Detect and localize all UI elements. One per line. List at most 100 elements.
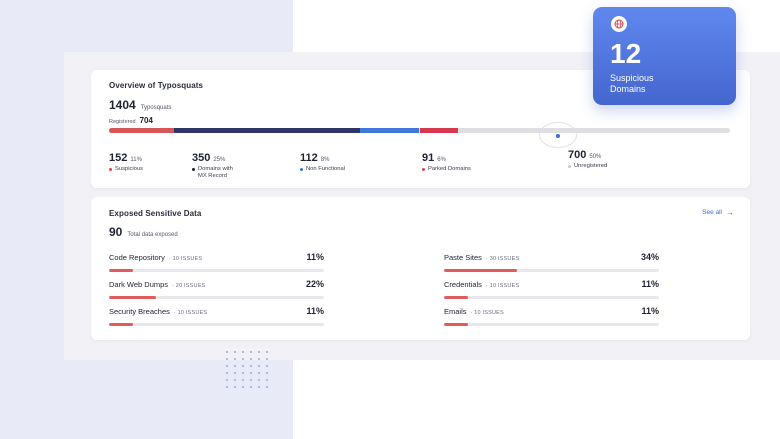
issue-progress-fill [109,296,157,299]
issue-percent: 34% [640,252,659,262]
grid-dot [242,365,244,367]
segment-parked [419,128,458,133]
issue-percent: 22% [305,279,324,289]
grid-dot [242,351,244,353]
exposed-total: 90 Total data exposed [109,225,178,239]
grid-dot [258,379,260,381]
issue-progress-track [444,296,659,299]
stat-mx-record: 350 25% Domains with MX Record [192,152,233,180]
issue-name: Code Repository [109,253,165,262]
issue-count: · 10 ISSUES [173,310,208,316]
grid-dot [242,358,244,360]
see-all-link[interactable]: See all → [702,207,734,217]
grid-dot [266,386,268,388]
issue-name: Credentials [444,280,482,289]
grid-dot [266,358,268,360]
stat-label: Unregistered [574,163,608,169]
grid-dot [226,386,228,388]
registered-label: Registered [109,119,136,125]
stat-non-functional: 112 8% Non Functional [300,152,345,173]
registered-value: 704 [139,116,153,125]
grid-dot [266,379,268,381]
issue-emails[interactable]: Emails · 10 ISSUES 11% [444,301,659,326]
grid-dot [226,351,228,353]
grid-dot [234,386,236,388]
status-dot [568,165,571,168]
grid-dot [234,372,236,374]
stat-number: 700 [568,149,587,161]
stat-percent: 8% [320,157,330,163]
stat-percent: 11% [130,157,142,163]
issue-count: · 20 ISSUES [172,283,206,289]
issue-paste-sites[interactable]: Paste Sites · 30 ISSUES 34% [444,247,659,272]
see-all-label: See all [702,209,722,216]
stat-number: 152 [109,152,128,164]
suspicious-domains-count: 12 [610,38,642,69]
status-dot [422,168,425,171]
issue-progress-track [109,323,324,326]
issue-name: Emails [444,307,467,316]
grid-dot [242,386,244,388]
segment-suspicious [109,128,175,133]
decorative-dot-grid [226,351,269,388]
typosquats-card: Overview of Typosquats 1404 Typosquats R… [91,70,750,188]
globe-icon [611,16,627,32]
issue-count: · 10 ISSUES [485,283,520,289]
grid-dot [258,372,260,374]
grid-dot [226,372,228,374]
issue-name: Security Breaches [109,307,170,316]
issue-progress-fill [444,296,468,299]
grid-dot [250,358,252,360]
grid-dot [266,365,268,367]
issue-progress-track [109,296,324,299]
issue-progress-fill [444,323,468,326]
grid-dot [226,379,228,381]
issue-progress-track [444,323,659,326]
segment-mx [174,128,360,133]
issue-dark-web-dumps[interactable]: Dark Web Dumps · 20 ISSUES 22% [109,274,324,299]
grid-dot [258,365,260,367]
typosquats-distribution-bar [109,128,730,133]
stat-label: Non Functional [306,166,345,172]
stat-label: Domains with MX Record [198,166,233,179]
issue-count: · 10 ISSUES [168,256,203,262]
stat-percent: 50% [589,154,602,160]
grid-dot [266,351,268,353]
issue-percent: 11% [641,306,659,316]
grid-dot [250,365,252,367]
exposed-total-label: Total data exposed [127,232,178,238]
grid-dot [242,372,244,374]
issue-progress-track [109,269,324,272]
status-dot [300,168,303,171]
registered-summary: Registered 704 [109,116,153,125]
arrow-right-icon: → [726,207,734,217]
grid-dot [250,351,252,353]
issue-count: · 30 ISSUES [485,256,520,262]
exposed-total-value: 90 [109,225,123,239]
grid-dot [234,351,236,353]
grid-dot [234,365,236,367]
issue-code-repository[interactable]: Code Repository · 10 ISSUES 11% [109,247,324,272]
issue-percent: 11% [306,252,324,262]
stat-parked: 91 6% Parked Domains [422,152,471,173]
grid-dot [234,379,236,381]
stat-label: Suspicious [115,166,144,172]
typosquats-total-label: Typosquats [140,105,172,111]
radar-ring [539,122,577,148]
issue-progress-fill [444,269,518,272]
issue-percent: 11% [306,306,324,316]
stat-suspicious: 152 11% Suspicious [109,152,143,173]
grid-dot [250,372,252,374]
grid-dot [226,358,228,360]
typosquats-total: 1404 Typosquats [109,98,171,112]
stat-label: Parked Domains [428,166,471,172]
issue-credentials[interactable]: Credentials · 10 ISSUES 11% [444,274,659,299]
stat-number: 350 [192,152,211,164]
grid-dot [266,372,268,374]
issue-percent: 11% [641,279,659,289]
issue-security-breaches[interactable]: Security Breaches · 10 ISSUES 11% [109,301,324,326]
suspicious-domains-card[interactable]: 12 Suspicious Domains [593,7,736,105]
stat-percent: 6% [437,157,446,163]
grid-dot [258,358,260,360]
grid-dot [234,358,236,360]
